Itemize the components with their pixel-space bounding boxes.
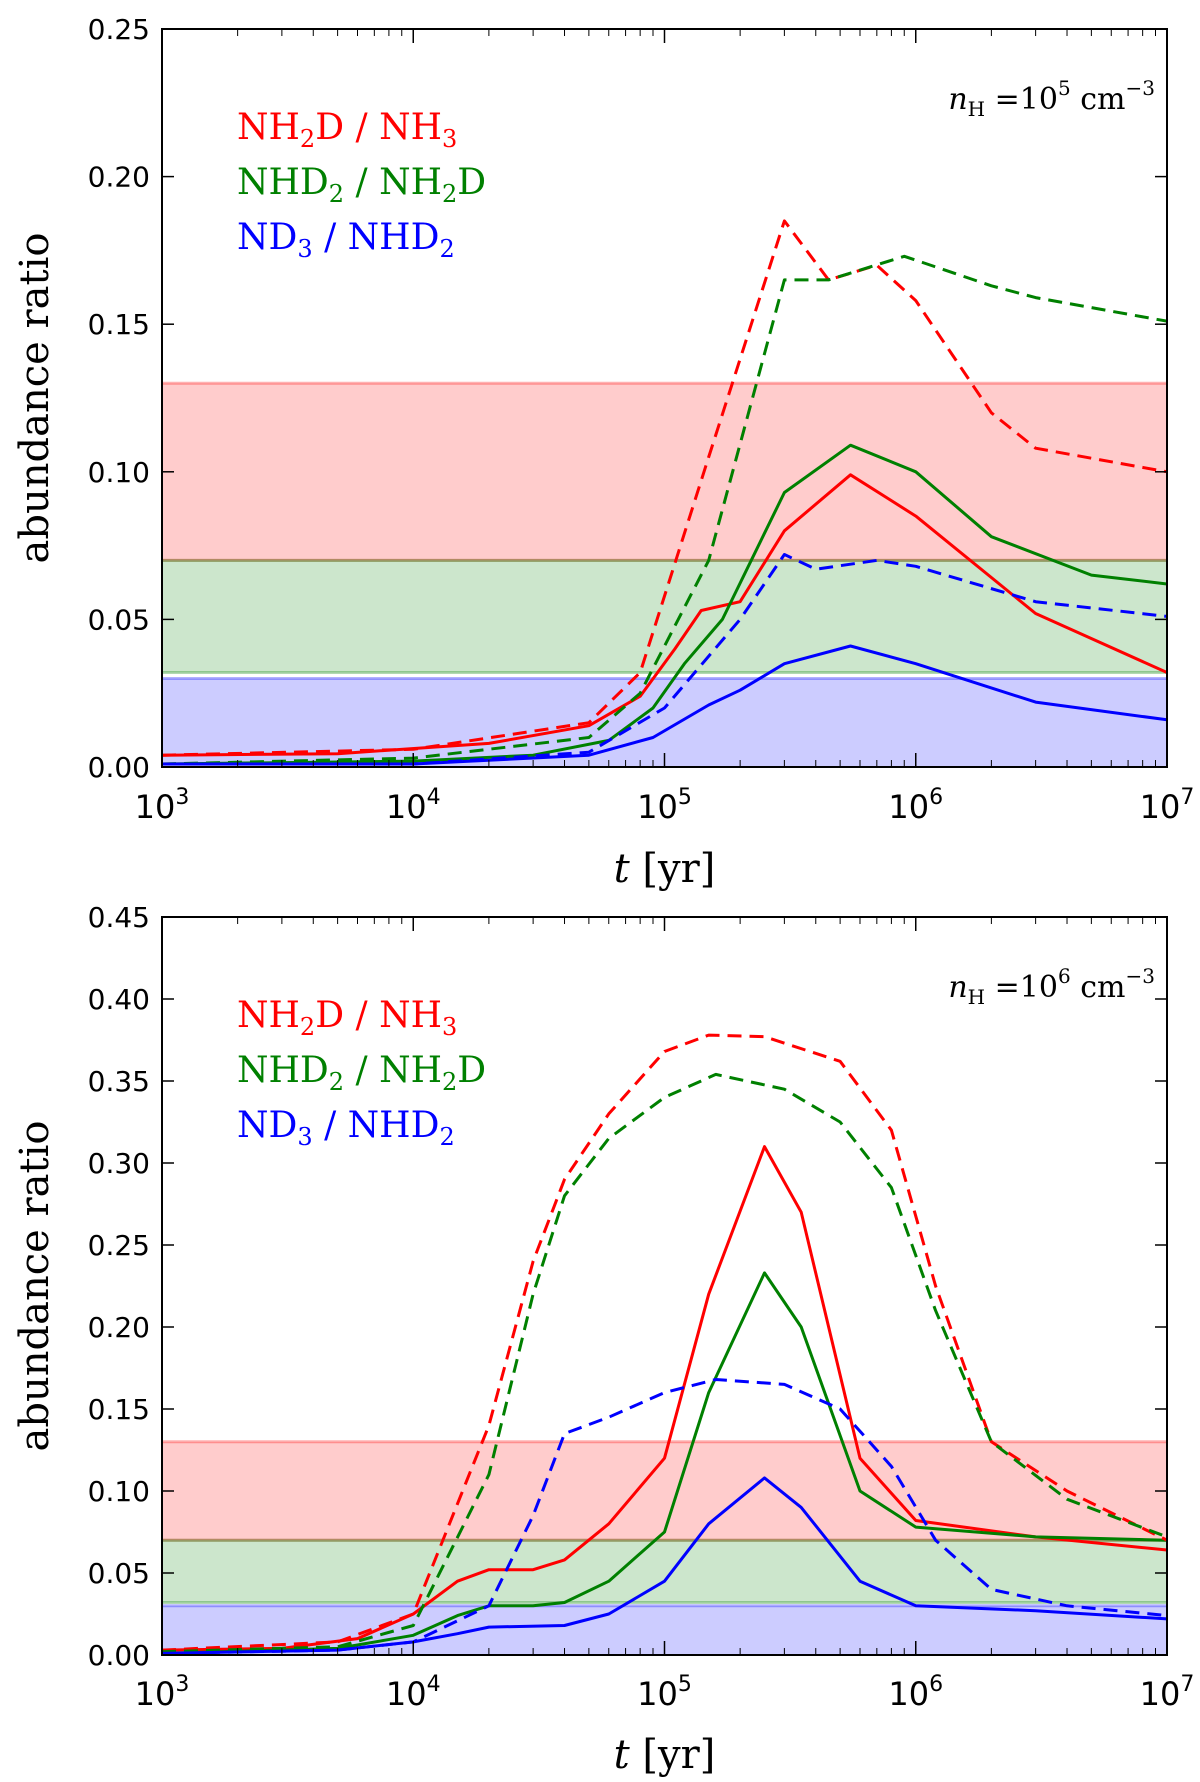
y-tick-label: 0.10: [88, 456, 150, 489]
band-1: [162, 560, 1167, 673]
x-tick-label: 103: [135, 1672, 190, 1713]
series-line-dashed-5: [162, 553, 1167, 766]
x-tick-label: 103: [135, 785, 190, 826]
y-axis-label: abundance ratio: [12, 233, 58, 564]
y-tick-label: 0.25: [88, 1229, 150, 1262]
y-tick-label: 0.15: [88, 1393, 150, 1426]
y-tick-label: 0.00: [88, 1639, 150, 1672]
series-line-solid-0: [162, 1145, 1167, 1652]
x-tick-label: 107: [1140, 1672, 1195, 1713]
y-tick-label: 0.20: [88, 161, 150, 194]
y-tick-label: 0.45: [88, 901, 150, 934]
legend: NH2D / NH3 NHD2 / NH2D ND3 / NHD2: [237, 107, 486, 263]
y-tick-label: 0.20: [88, 1311, 150, 1344]
series-line-solid-1: [162, 443, 1167, 766]
density-annotation: nH =106 cm−3: [948, 964, 1155, 1009]
series-line-solid-0: [162, 473, 1167, 757]
x-tick-label: 105: [637, 785, 692, 826]
legend-entry-2: ND3 / NHD2: [237, 217, 455, 263]
y-axis-label: abundance ratio: [12, 1121, 58, 1452]
band-1: [162, 1540, 1167, 1603]
y-tick-label: 0.35: [88, 1065, 150, 1098]
legend-entry-0: NH2D / NH3: [237, 107, 457, 153]
y-tick-label: 0.40: [88, 983, 150, 1016]
y-tick-label: 0.05: [88, 603, 150, 636]
legend-entry-1: NHD2 / NH2D: [237, 1050, 486, 1096]
density-annotation: nH =105 cm−3: [948, 76, 1155, 121]
legend-entry-0: NH2D / NH3: [237, 995, 457, 1041]
legend-entry-2: ND3 / NHD2: [237, 1105, 455, 1151]
series-line-dashed-4: [162, 254, 1167, 766]
bottom-panel: 0.00 0.05 0.10 0.15 0.20 0.25 0.30 0.35 0.40 0.45…: [12, 901, 1194, 1778]
x-tick-label: 105: [637, 1672, 692, 1713]
x-axis-label: t [yr]: [614, 846, 716, 892]
band-0: [162, 383, 1167, 561]
x-axis-label: t [yr]: [614, 1732, 716, 1778]
x-tick-label: 106: [888, 785, 943, 826]
series-line-dashed-3: [162, 1033, 1167, 1652]
x-tick-label: 107: [1140, 785, 1195, 826]
legend-entry-1: NHD2 / NH2D: [237, 162, 486, 208]
y-tick-label: 0.25: [88, 13, 150, 46]
y-tick-label: 0.15: [88, 308, 150, 341]
series-line-dashed-3: [162, 219, 1167, 757]
series-line-solid-2: [162, 644, 1167, 766]
top-panel: 0.00 0.05 0.10 0.15 0.20 0.25 103 104 105 106 107 t…: [12, 13, 1194, 892]
series-line-solid-2: [162, 1476, 1167, 1655]
y-tick-label: 0.30: [88, 1147, 150, 1180]
series-line-solid-1: [162, 1271, 1167, 1655]
y-tick-label: 0.10: [88, 1475, 150, 1508]
series-line-dashed-4: [162, 1072, 1167, 1654]
series-line-dashed-5: [162, 1378, 1167, 1655]
x-tick-label: 104: [386, 1672, 441, 1713]
x-tick-label: 106: [888, 1672, 943, 1713]
legend: NH2D / NH3 NHD2 / NH2D ND3 / NHD2: [237, 995, 486, 1151]
y-tick-label: 0.00: [88, 751, 150, 784]
y-tick-label: 0.05: [88, 1557, 150, 1590]
x-tick-label: 104: [386, 785, 441, 826]
